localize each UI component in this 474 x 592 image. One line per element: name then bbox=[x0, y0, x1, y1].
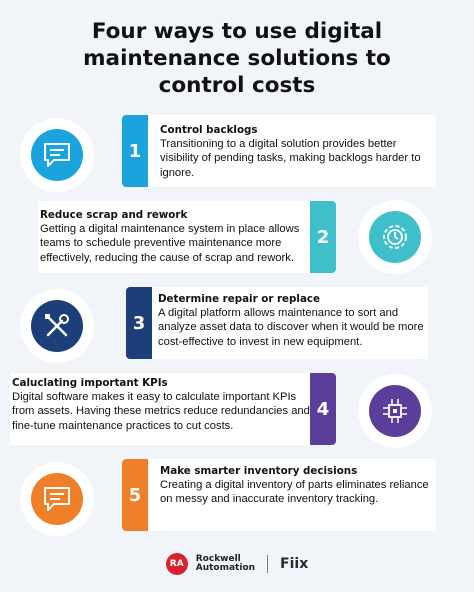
item-1-heading: Control backlogs bbox=[160, 124, 258, 136]
item-2-body: Getting a digital maintenance system in … bbox=[40, 223, 300, 264]
item-5-number: 5 bbox=[122, 459, 148, 531]
item-4-heading: Caluclating important KPIs bbox=[12, 377, 168, 389]
chat-bubble-icon bbox=[44, 143, 70, 167]
circuit-chip-icon bbox=[383, 399, 407, 423]
rockwell-wordmark: Rockwell Automation bbox=[195, 554, 256, 573]
item-2-number: 2 bbox=[310, 201, 336, 273]
item-3-body: A digital platform allows maintenance to… bbox=[158, 307, 424, 348]
item-4-card: Caluclating important KPIs Digital softw… bbox=[10, 373, 336, 445]
footer-divider bbox=[267, 555, 269, 573]
item-1-number: 1 bbox=[122, 115, 148, 187]
item-4-icon-circle bbox=[358, 374, 432, 448]
rockwell-logo-icon: RA bbox=[165, 553, 188, 575]
item-1-icon-circle bbox=[20, 118, 94, 192]
item-4-number: 4 bbox=[310, 373, 336, 445]
wrench-screwdriver-icon bbox=[45, 314, 69, 337]
item-2-heading: Reduce scrap and rework bbox=[40, 209, 188, 221]
item-2-icon-circle bbox=[358, 200, 432, 274]
item-5-card: 5 Make smarter inventory decisions Creat… bbox=[122, 459, 436, 531]
item-5-body: Creating a digital inventory of parts el… bbox=[160, 479, 429, 506]
item-2-card: Reduce scrap and rework Getting a digita… bbox=[38, 201, 336, 273]
fiix-logo: Fiix bbox=[280, 556, 309, 572]
gear-clock-icon bbox=[383, 225, 407, 249]
item-5-heading: Make smarter inventory decisions bbox=[160, 465, 358, 477]
item-3-number: 3 bbox=[126, 287, 152, 359]
item-1-card: 1 Control backlogs Transitioning to a di… bbox=[122, 115, 436, 187]
item-4-body: Digital software makes it easy to calcul… bbox=[12, 391, 310, 432]
item-5-icon-circle bbox=[20, 462, 94, 536]
page-title: Four ways to use digital maintenance sol… bbox=[83, 19, 391, 98]
chat-bubble-icon bbox=[44, 487, 70, 511]
item-3-card: 3 Determine repair or replace A digital … bbox=[126, 287, 428, 359]
item-3-icon-circle bbox=[20, 289, 94, 363]
item-1-body: Transitioning to a digital solution prov… bbox=[160, 138, 421, 179]
footer-logos: RA Rockwell Automation Fiix bbox=[0, 552, 474, 576]
item-3-heading: Determine repair or replace bbox=[158, 293, 320, 305]
